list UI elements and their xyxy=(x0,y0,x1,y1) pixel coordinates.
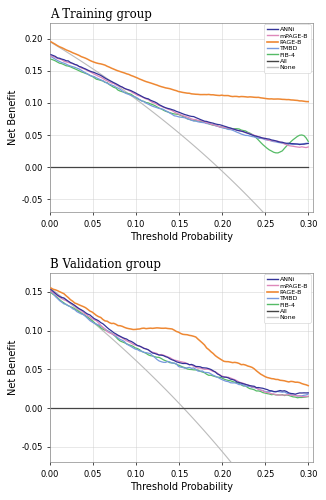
Text: A Training group: A Training group xyxy=(50,8,152,22)
X-axis label: Threshold Probability: Threshold Probability xyxy=(130,232,233,241)
Legend: ANNi, mPAGE-B, PAGE-B, TMBD, FIB-4, All, None: ANNi, mPAGE-B, PAGE-B, TMBD, FIB-4, All,… xyxy=(264,24,311,72)
Text: B Validation group: B Validation group xyxy=(50,258,161,272)
X-axis label: Threshold Probability: Threshold Probability xyxy=(130,482,233,492)
Y-axis label: Net Benefit: Net Benefit xyxy=(8,340,18,395)
Legend: ANNi, mPAGE-B, PAGE-B, TMBD, FIB-4, All, None: ANNi, mPAGE-B, PAGE-B, TMBD, FIB-4, All,… xyxy=(264,274,311,322)
Y-axis label: Net Benefit: Net Benefit xyxy=(8,90,18,145)
